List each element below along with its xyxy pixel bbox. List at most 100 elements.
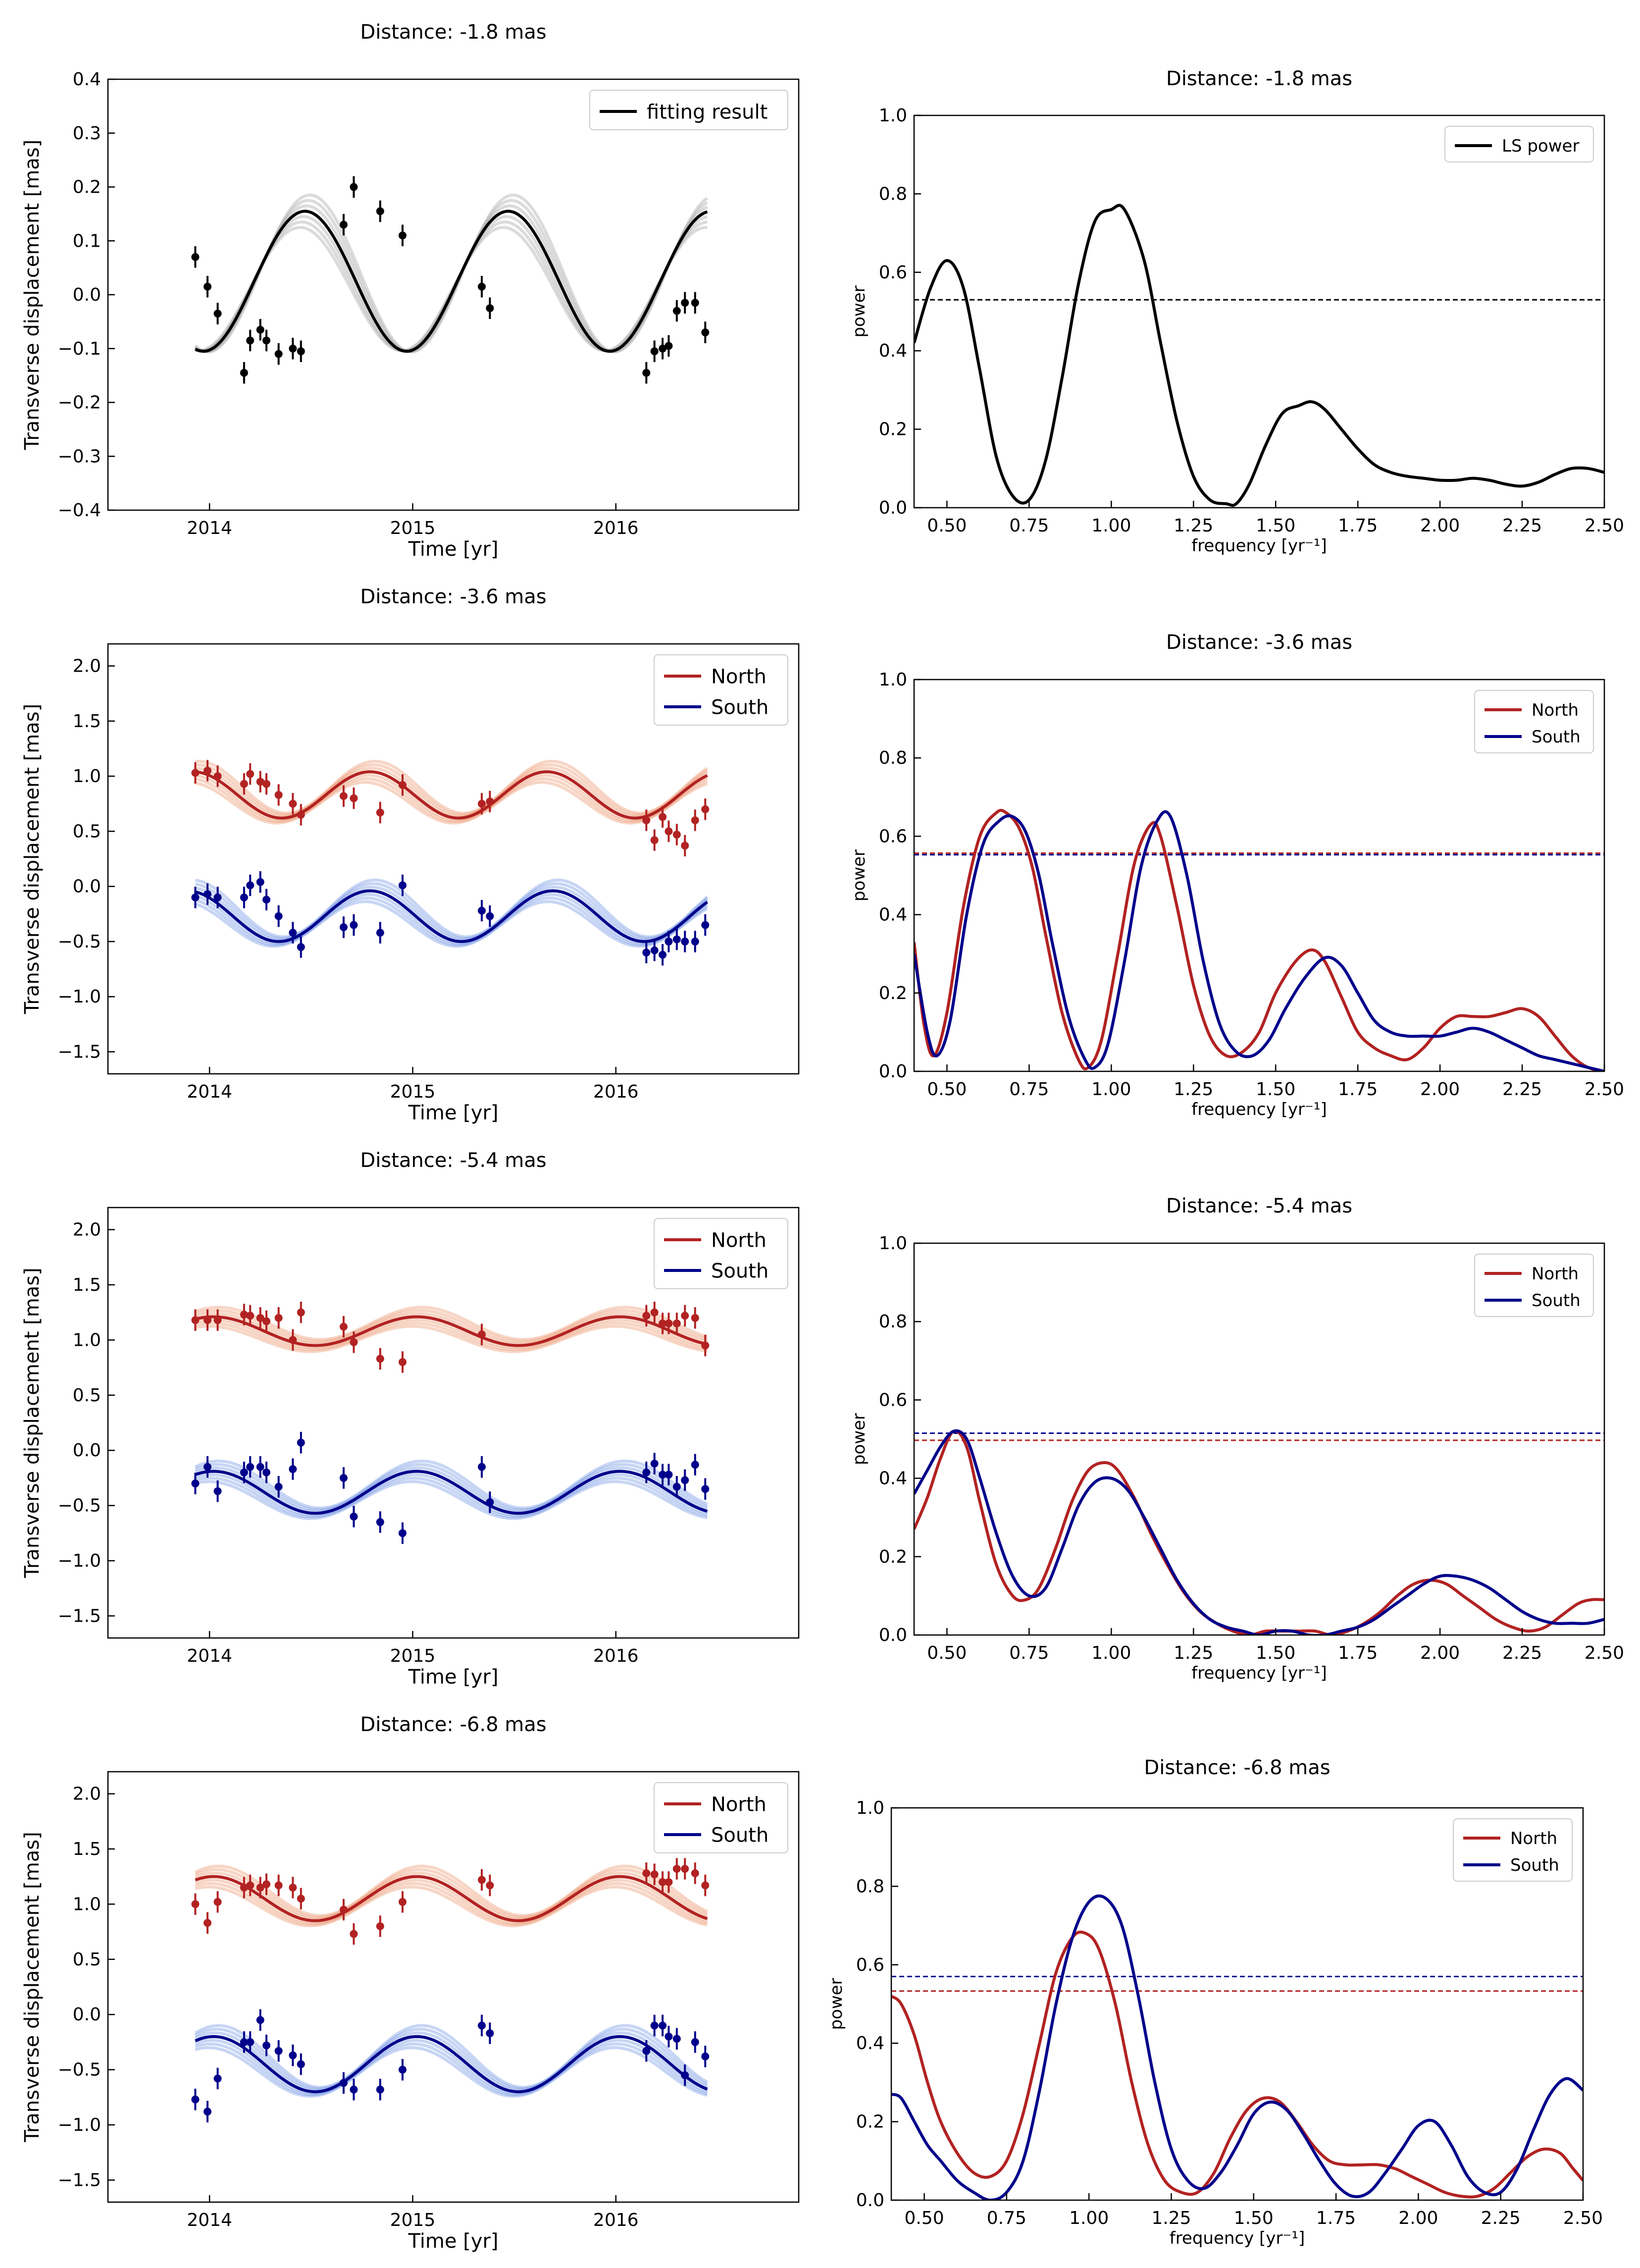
y-tick-label: 0.4 — [879, 1469, 907, 1489]
fit-uncertainty-band — [195, 1309, 708, 1343]
fit-uncertainty-band — [195, 1466, 708, 1513]
x-tick-label: 0.50 — [927, 1079, 967, 1100]
data-point — [246, 1312, 255, 1320]
fit-curve-south — [195, 889, 709, 943]
data-point — [350, 1930, 358, 1938]
y-tick-label: 0.8 — [856, 1876, 884, 1897]
data-point — [213, 1898, 222, 1906]
data-point — [256, 1314, 264, 1322]
fit-uncertainty-band — [195, 2039, 708, 2095]
data-point — [246, 1463, 255, 1471]
y-tick-label: −1.0 — [58, 987, 101, 1007]
data-point — [659, 1878, 667, 1886]
data-point — [642, 1312, 651, 1320]
data-point — [350, 2085, 358, 2094]
x-tick-label: 2015 — [390, 518, 436, 538]
axis-ticks: 0.50 0.75 1.00 1.25 1.50 1.75 2.00 2.25 2.50 0.0 0… — [879, 1233, 1624, 1663]
x-tick-label: 2014 — [187, 2210, 232, 2230]
x-tick-label: 1.75 — [1338, 1079, 1378, 1100]
data-point — [246, 1881, 255, 1890]
data-point — [289, 1465, 297, 1474]
data-point — [240, 1468, 248, 1477]
fit-uncertainty-band — [194, 2024, 708, 2089]
data-point — [659, 813, 667, 821]
data-point — [339, 2079, 348, 2087]
data-point — [477, 2021, 486, 2030]
legend-label: North — [711, 665, 767, 688]
data-point — [240, 780, 248, 788]
fit-uncertainty-band — [195, 2046, 708, 2098]
y-tick-label: 1.0 — [879, 670, 907, 690]
plot-area — [914, 1429, 1604, 1635]
x-tick-label: 0.75 — [1009, 1643, 1049, 1663]
data-point — [701, 1881, 710, 1890]
data-point — [240, 369, 248, 377]
legend-label: North — [1510, 1829, 1557, 1848]
data-point — [477, 1876, 486, 1884]
x-axis-label: frequency [yr⁻¹] — [1191, 1663, 1327, 1683]
x-tick-label: 2.50 — [1585, 1079, 1624, 1100]
data-point — [701, 921, 710, 929]
axis-ticks: 0.50 0.75 1.00 1.25 1.50 1.75 2.00 2.25 2.50 0.0 0… — [856, 1798, 1603, 2228]
data-point — [204, 282, 212, 291]
axis-ticks: 2014 2015 2016 −0.4 −0.3 −0.2 −0.1 0.0 0.1 0.2 0.3… — [58, 69, 639, 538]
legend-label: LS power — [1502, 136, 1579, 156]
fit-uncertainty-band — [195, 1321, 708, 1351]
axis-ticks: 2014 2015 2016 −1.5 −1.0 −0.5 0.0 0.5 1.0 1.5 2.0 — [58, 1220, 639, 1666]
data-point — [191, 1900, 200, 1908]
fit-uncertainty-band — [195, 1864, 708, 1917]
plot-area — [891, 1894, 1583, 2200]
legend-label: North — [711, 1793, 767, 1816]
data-point — [256, 1883, 264, 1892]
data-point — [262, 1317, 271, 1325]
data-point — [204, 766, 212, 775]
y-tick-label: 0.8 — [879, 748, 907, 768]
y-tick-label: 0.1 — [73, 231, 101, 251]
data-point — [213, 1487, 222, 1495]
plot-area — [191, 1858, 710, 2123]
y-tick-label: −0.2 — [58, 393, 101, 413]
x-tick-label: 0.50 — [927, 516, 967, 536]
data-point — [289, 344, 297, 353]
legend-label: North — [1532, 700, 1579, 720]
legend: North South — [1453, 1818, 1573, 1882]
axes-frame — [890, 1807, 1584, 2201]
fit-uncertainty-band — [195, 767, 708, 818]
data-point — [665, 1471, 673, 1479]
data-point — [672, 935, 681, 944]
chart-panel-1: Distance: -1.8 mas 0.50 0.75 1.00 1.25 1.50 1.… — [849, 67, 1624, 556]
data-point — [665, 827, 673, 836]
plot-area — [914, 808, 1604, 1071]
axes-frame — [107, 1207, 800, 1639]
y-tick-label: 1.0 — [73, 766, 101, 787]
x-tick-label: 1.00 — [1091, 516, 1131, 536]
y-tick-label: 0.0 — [73, 285, 101, 305]
fit-uncertainty-band — [195, 781, 708, 825]
data-point — [274, 1881, 283, 1890]
data-point — [204, 1316, 212, 1324]
fit-curve-south — [195, 1470, 708, 1515]
power-curve-south — [914, 1429, 1604, 1635]
power-curve-north — [914, 808, 1604, 1071]
data-point — [246, 2038, 255, 2046]
fit-uncertainty-band — [195, 777, 708, 823]
plot-area — [191, 760, 710, 966]
fit-uncertainty-band — [195, 1878, 708, 1924]
data-point — [691, 299, 699, 307]
data-point — [486, 304, 494, 313]
x-tick-label: 2016 — [593, 1646, 639, 1666]
data-point — [256, 1463, 264, 1471]
x-tick-label: 1.25 — [1174, 1079, 1213, 1100]
y-tick-label: −0.3 — [58, 446, 101, 467]
plot-area — [191, 1301, 710, 1544]
fit-uncertainty-band — [195, 1473, 708, 1517]
data-point — [191, 893, 200, 901]
legend: fitting result — [589, 90, 788, 130]
data-point — [240, 893, 248, 901]
fit-uncertainty-band — [195, 1459, 708, 1510]
legend-label: South — [711, 696, 769, 719]
legend: North South — [654, 654, 788, 726]
data-point — [642, 1468, 651, 1477]
chart-panel-5: Distance: -5.4 mas 0.50 0.75 1.00 1.25 1.50 1.… — [849, 1195, 1624, 1683]
data-point — [665, 1319, 673, 1327]
